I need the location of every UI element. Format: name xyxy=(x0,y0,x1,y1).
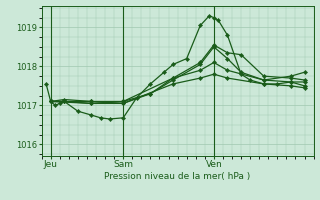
X-axis label: Pression niveau de la mer( hPa ): Pression niveau de la mer( hPa ) xyxy=(104,172,251,181)
